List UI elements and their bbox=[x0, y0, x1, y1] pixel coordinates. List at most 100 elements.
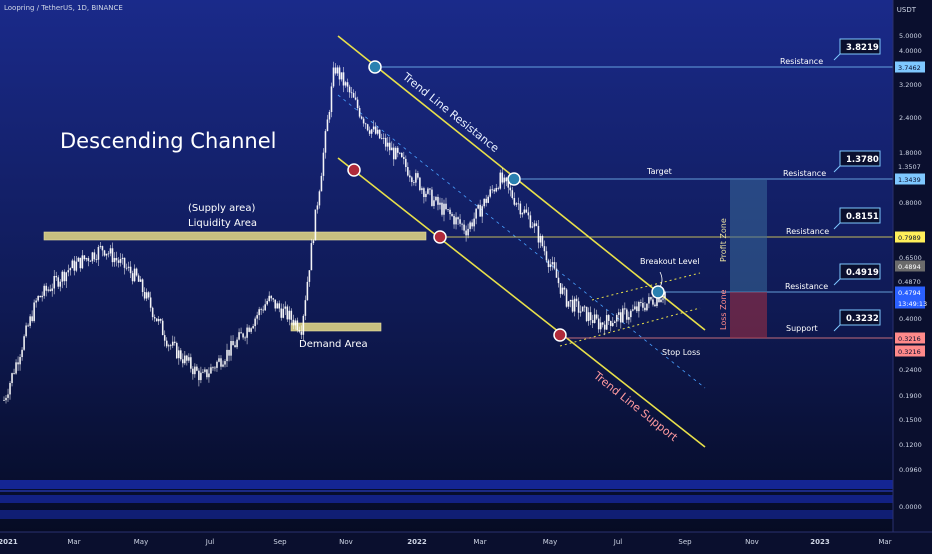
candle-body bbox=[171, 341, 174, 346]
candle-body bbox=[511, 190, 514, 199]
candle-body bbox=[212, 367, 214, 369]
candle-body bbox=[37, 295, 39, 301]
candle-body bbox=[133, 268, 136, 282]
candle-body bbox=[427, 188, 429, 194]
candle-body bbox=[192, 368, 194, 375]
candle-body bbox=[523, 209, 526, 214]
candle-body bbox=[294, 320, 297, 326]
candle-body bbox=[509, 187, 512, 191]
level-value-0: 3.8219 bbox=[846, 43, 879, 53]
candle-body bbox=[200, 372, 202, 381]
candle-body bbox=[182, 359, 184, 364]
candle-body bbox=[455, 217, 457, 225]
candle-body bbox=[587, 312, 590, 322]
candle-body bbox=[390, 147, 393, 151]
candle-body bbox=[119, 258, 122, 263]
candle-body bbox=[230, 340, 232, 356]
candle-body bbox=[268, 295, 271, 302]
level-name-4: Support bbox=[786, 324, 818, 333]
time-tick-label: Sep bbox=[678, 538, 692, 546]
candle-body bbox=[288, 310, 291, 320]
candle-body bbox=[358, 107, 361, 117]
candle-body bbox=[348, 86, 351, 93]
candle-body bbox=[662, 298, 664, 300]
candle-body bbox=[571, 299, 574, 312]
candle-body bbox=[272, 298, 275, 300]
time-tick-label: May bbox=[134, 538, 148, 546]
candle-body bbox=[282, 308, 285, 318]
candle-body bbox=[654, 304, 656, 307]
price-tick-label: 0.1200 bbox=[899, 441, 922, 449]
time-tick-label: Jul bbox=[613, 538, 623, 546]
candle-body bbox=[449, 209, 451, 215]
candle-body bbox=[117, 260, 120, 263]
price-unit: USDT bbox=[896, 6, 916, 14]
chart-symbol-header[interactable]: Loopring / TetherUS, 1D, BINANCE bbox=[4, 4, 123, 12]
candle-body bbox=[603, 324, 606, 330]
candle-body bbox=[254, 318, 256, 327]
candle-body bbox=[658, 296, 660, 303]
time-tick-label: Nov bbox=[745, 538, 759, 546]
price-tag: 0.3216 bbox=[895, 345, 925, 357]
candle-body bbox=[298, 329, 301, 332]
candle-body bbox=[51, 288, 54, 291]
candle-body bbox=[505, 177, 508, 182]
candle-body bbox=[453, 215, 455, 225]
candle-body bbox=[25, 325, 27, 337]
marker-low-may bbox=[553, 328, 567, 342]
candle-body bbox=[55, 275, 58, 278]
candle-body bbox=[398, 152, 401, 154]
candle-body bbox=[567, 301, 570, 307]
time-tick-label: Nov bbox=[339, 538, 353, 546]
candle-body bbox=[59, 281, 62, 287]
candle-body bbox=[226, 349, 228, 362]
candle-body bbox=[41, 295, 43, 298]
candle-body bbox=[89, 260, 92, 262]
candle-body bbox=[320, 175, 323, 192]
price-tag: 0.3216 bbox=[895, 332, 925, 344]
candle-body bbox=[475, 208, 477, 219]
candle-body bbox=[262, 309, 264, 311]
loss-zone-label: Loss Zone bbox=[719, 289, 728, 330]
candle-body bbox=[332, 67, 335, 87]
price-tick-label: 0.0000 bbox=[899, 503, 922, 511]
candle-body bbox=[15, 362, 17, 374]
candle-body bbox=[519, 203, 522, 215]
candle-body bbox=[360, 116, 363, 119]
channel-midline bbox=[337, 94, 706, 389]
candle-body bbox=[103, 250, 106, 256]
candle-body bbox=[507, 181, 510, 188]
candle-body bbox=[184, 355, 186, 364]
candle-body bbox=[495, 187, 498, 192]
candle-body bbox=[517, 203, 520, 205]
candle-body bbox=[396, 147, 399, 153]
candle-body bbox=[439, 202, 441, 205]
time-axis[interactable]: 2021 Mar May Jul Sep Nov 2022 Mar May Jul Sep Nov 20… bbox=[0, 531, 932, 550]
candle-body bbox=[45, 285, 47, 291]
price-tag: 0.4794 bbox=[895, 286, 925, 298]
candle-body bbox=[599, 322, 602, 330]
liquidity-area-label: Liquidity Area bbox=[188, 218, 257, 229]
candle-body bbox=[125, 267, 128, 269]
candle-body bbox=[384, 137, 387, 147]
candle-body bbox=[121, 257, 124, 259]
candle-body bbox=[21, 349, 23, 358]
candle-body bbox=[238, 332, 240, 340]
candle-body bbox=[386, 142, 389, 147]
candle-body bbox=[626, 309, 628, 320]
time-tick-label: Mar bbox=[473, 538, 486, 546]
candle-body bbox=[421, 188, 423, 191]
price-tag-label: 0.3216 bbox=[898, 348, 921, 356]
candle-body bbox=[491, 189, 494, 191]
candle-body bbox=[539, 235, 542, 243]
candle-body bbox=[113, 257, 116, 263]
candle-body bbox=[33, 302, 35, 322]
candle-body bbox=[274, 299, 277, 309]
candle-body bbox=[302, 315, 305, 335]
candle-body bbox=[342, 72, 345, 86]
candle-body bbox=[409, 175, 411, 178]
candle-body bbox=[71, 260, 74, 269]
candle-body bbox=[83, 255, 86, 260]
